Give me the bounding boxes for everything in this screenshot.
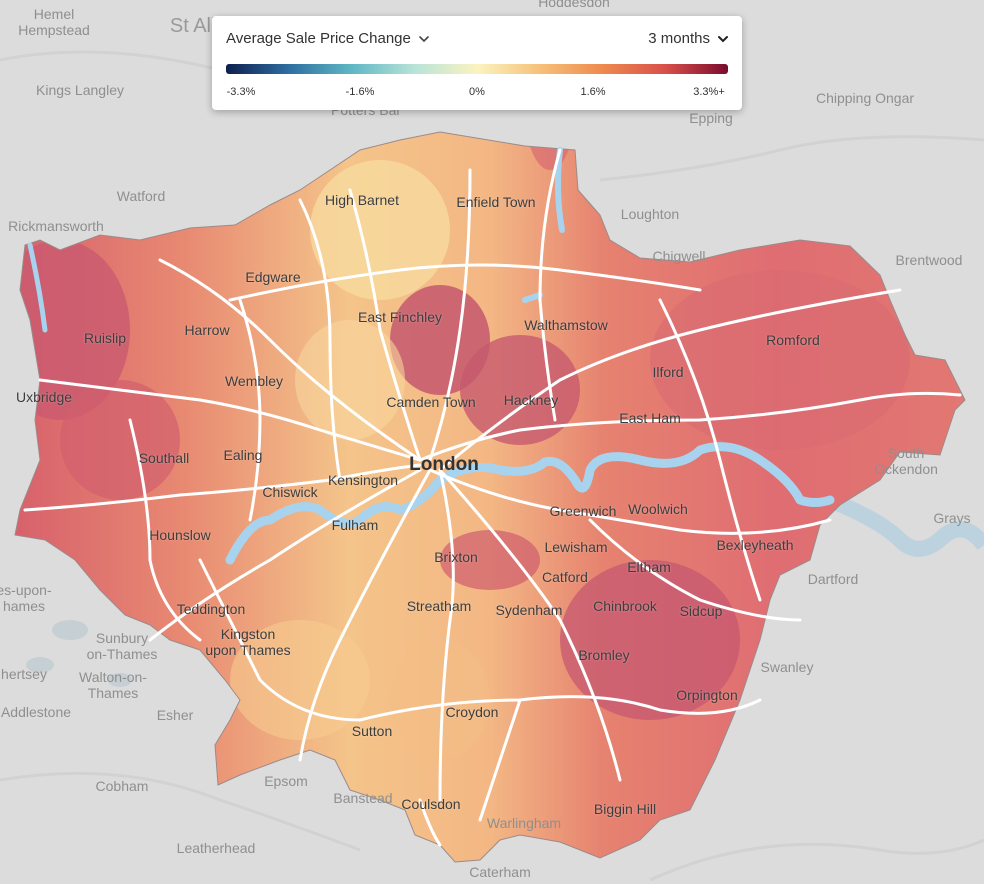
label-grays: Grays bbox=[933, 510, 971, 526]
metric-dropdown[interactable]: Average Sale Price Change bbox=[226, 30, 429, 47]
label-lewisham: Lewisham bbox=[544, 539, 608, 555]
label-warlingham: Warlingham bbox=[486, 815, 562, 831]
chevron-down-icon bbox=[718, 34, 728, 44]
label-hounslow: Hounslow bbox=[149, 527, 211, 543]
scale-tick: 0% bbox=[469, 86, 485, 98]
label-sunbury: Sunbury on-Thames bbox=[86, 630, 158, 662]
label-sutton: Sutton bbox=[351, 723, 393, 739]
label-swanley: Swanley bbox=[760, 659, 814, 675]
label-eltham: Eltham bbox=[627, 559, 671, 575]
label-camden-town: Camden Town bbox=[386, 394, 476, 410]
period-dropdown[interactable]: 3 months bbox=[648, 30, 728, 47]
label-epping: Epping bbox=[689, 110, 733, 126]
label-uxbridge: Uxbridge bbox=[15, 389, 73, 405]
scale-tick: -1.6% bbox=[345, 86, 375, 98]
label-east-finchley: East Finchley bbox=[357, 309, 443, 325]
label-ilford: Ilford bbox=[652, 364, 684, 380]
label-woolwich: Woolwich bbox=[628, 501, 688, 517]
label-chinbrook: Chinbrook bbox=[593, 598, 657, 614]
label-esher: Esher bbox=[156, 707, 194, 723]
label-epsom: Epsom bbox=[264, 773, 308, 789]
label-harrow: Harrow bbox=[184, 322, 230, 338]
label-dartford: Dartford bbox=[807, 571, 859, 587]
label-chiswick: Chiswick bbox=[262, 484, 318, 500]
label-walthamstow: Walthamstow bbox=[524, 317, 608, 333]
scale-tick: 3.3%+ bbox=[693, 86, 725, 98]
label-london: London bbox=[409, 454, 479, 475]
label-loughton: Loughton bbox=[620, 206, 680, 222]
label-croydon: Croydon bbox=[445, 704, 499, 720]
label-kingston: Kingston upon Thames bbox=[205, 626, 291, 658]
label-wembley: Wembley bbox=[224, 373, 284, 389]
label-caterham: Caterham bbox=[469, 864, 531, 880]
label-hackney: Hackney bbox=[503, 392, 559, 408]
label-southall: Southall bbox=[138, 450, 190, 466]
label-chertsey: hertsey bbox=[1, 666, 47, 682]
road-network bbox=[23, 148, 962, 847]
label-coulsdon: Coulsdon bbox=[401, 796, 461, 812]
label-romford: Romford bbox=[766, 332, 820, 348]
scale-tick: -3.3% bbox=[226, 86, 256, 98]
label-sidcup: Sidcup bbox=[679, 603, 723, 619]
label-leatherhead: Leatherhead bbox=[176, 840, 256, 856]
label-edgware: Edgware bbox=[245, 269, 301, 285]
label-st-albans: St Alb bbox=[169, 15, 223, 37]
label-banstead: Banstead bbox=[333, 790, 393, 806]
label-staines: es-upon- hames bbox=[0, 582, 52, 614]
label-streatham: Streatham bbox=[406, 598, 472, 614]
label-watford: Watford bbox=[116, 188, 166, 204]
label-brentwood: Brentwood bbox=[895, 252, 963, 268]
label-hemel-hempstead: Hemel Hempstead bbox=[18, 6, 90, 38]
label-cobham: Cobham bbox=[95, 778, 149, 794]
label-sydenham: Sydenham bbox=[495, 602, 563, 618]
label-hoddesdon: Hoddesdon bbox=[538, 0, 610, 10]
period-dropdown-label: 3 months bbox=[648, 30, 710, 47]
label-orpington: Orpington bbox=[676, 687, 738, 703]
label-high-barnet: High Barnet bbox=[325, 192, 399, 208]
label-chipping-ongar: Chipping Ongar bbox=[815, 90, 915, 106]
label-south-ockendon: South Ockendon bbox=[874, 445, 938, 477]
label-walton: Walton-on- Thames bbox=[79, 669, 147, 701]
label-biggin-hill: Biggin Hill bbox=[593, 801, 657, 817]
label-chigwell: Chigwell bbox=[652, 248, 706, 264]
label-kings-langley: Kings Langley bbox=[36, 82, 124, 98]
label-catford: Catford bbox=[542, 569, 588, 585]
label-ruislip: Ruislip bbox=[83, 330, 127, 346]
label-ealing: Ealing bbox=[223, 447, 263, 463]
label-bromley: Bromley bbox=[578, 647, 630, 663]
scale-tick: 1.6% bbox=[580, 86, 606, 98]
color-scale-bar bbox=[226, 64, 728, 74]
label-teddington: Teddington bbox=[176, 601, 246, 617]
label-east-ham: East Ham bbox=[619, 410, 681, 426]
label-bexleyheath: Bexleyheath bbox=[716, 537, 794, 553]
label-greenwich: Greenwich bbox=[549, 503, 617, 519]
label-addlestone: Addlestone bbox=[0, 704, 72, 720]
metric-dropdown-label: Average Sale Price Change bbox=[226, 30, 411, 47]
label-rickmansworth: Rickmansworth bbox=[8, 218, 104, 234]
label-kensington: Kensington bbox=[327, 472, 399, 488]
label-enfield-town: Enfield Town bbox=[456, 194, 536, 210]
label-fulham: Fulham bbox=[331, 517, 379, 533]
chevron-down-icon bbox=[419, 34, 429, 44]
outside-water bbox=[26, 492, 984, 687]
legend-panel: Average Sale Price Change 3 months -3.3%… bbox=[212, 16, 742, 110]
label-brixton: Brixton bbox=[434, 549, 478, 565]
